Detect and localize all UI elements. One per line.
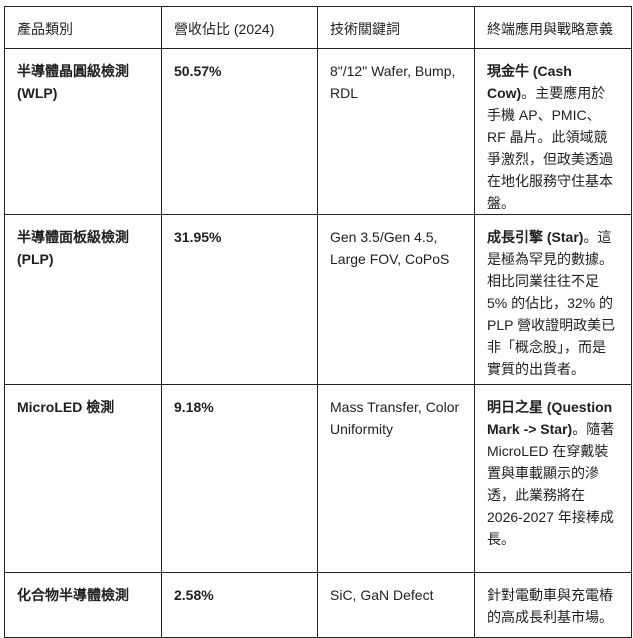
keywords-cell: 8"/12" Wafer, Bump, RDL xyxy=(317,48,475,215)
category-cell: 半導體晶圓級檢測 (WLP) xyxy=(4,48,162,215)
strategy-label: 明日之星 (Question Mark -> Star) xyxy=(487,399,613,437)
strategy-cell: 明日之星 (Question Mark -> Star)。隨著 MicroLED… xyxy=(474,384,632,573)
share-cell: 2.58% xyxy=(161,572,318,638)
share-cell: 50.57% xyxy=(161,48,318,215)
header-share: 營收佔比 (2024) xyxy=(161,6,318,49)
share-cell: 9.18% xyxy=(161,384,318,573)
strategy-label: 現金牛 (Cash Cow) xyxy=(487,63,572,101)
strategy-cell: 成長引擎 (Star)。這是極為罕見的數據。相比同業往往不足 5% 的佔比，32… xyxy=(474,214,632,385)
keywords-cell: Mass Transfer, Color Uniformity xyxy=(317,384,475,573)
product-revenue-table: 產品類別 營收佔比 (2024) 技術關鍵詞 終端應用與戰略意義 半導體晶圓級檢… xyxy=(4,6,632,638)
share-cell: 31.95% xyxy=(161,214,318,385)
strategy-cell: 現金牛 (Cash Cow)。主要應用於手機 AP、PMIC、RF 晶片。此領域… xyxy=(474,48,632,215)
category-cell: 化合物半導體檢測 xyxy=(4,572,162,638)
table-row: 化合物半導體檢測 2.58% SiC, GaN Defect 針對電動車與充電樁… xyxy=(4,572,632,638)
strategy-text: 針對電動車與充電樁的高成長利基市場。 xyxy=(487,587,613,625)
header-category: 產品類別 xyxy=(4,6,162,49)
keywords-cell: SiC, GaN Defect xyxy=(317,572,475,638)
keywords-cell: Gen 3.5/Gen 4.5, Large FOV, CoPoS xyxy=(317,214,475,385)
strategy-text: 。主要應用於手機 AP、PMIC、RF 晶片。此領域競爭激烈，但政美透過在地化服… xyxy=(487,85,613,211)
category-cell: MicroLED 檢測 xyxy=(4,384,162,573)
header-keywords: 技術關鍵詞 xyxy=(317,6,475,49)
strategy-cell: 針對電動車與充電樁的高成長利基市場。 xyxy=(474,572,632,638)
table-row: 半導體面板級檢測 (PLP) 31.95% Gen 3.5/Gen 4.5, L… xyxy=(4,214,632,385)
table-row: 半導體晶圓級檢測 (WLP) 50.57% 8"/12" Wafer, Bump… xyxy=(4,48,632,215)
strategy-label: 成長引擎 (Star) xyxy=(487,229,584,245)
strategy-text: 。這是極為罕見的數據。相比同業往往不足 5% 的佔比，32% 的 PLP 營收證… xyxy=(487,229,616,377)
header-row: 產品類別 營收佔比 (2024) 技術關鍵詞 終端應用與戰略意義 xyxy=(4,6,632,49)
category-cell: 半導體面板級檢測 (PLP) xyxy=(4,214,162,385)
header-strategy: 終端應用與戰略意義 xyxy=(474,6,632,49)
strategy-text: 。隨著 MicroLED 在穿戴裝置與車載顯示的滲透，此業務將在 2026-20… xyxy=(487,421,615,547)
table-row: MicroLED 檢測 9.18% Mass Transfer, Color U… xyxy=(4,384,632,573)
